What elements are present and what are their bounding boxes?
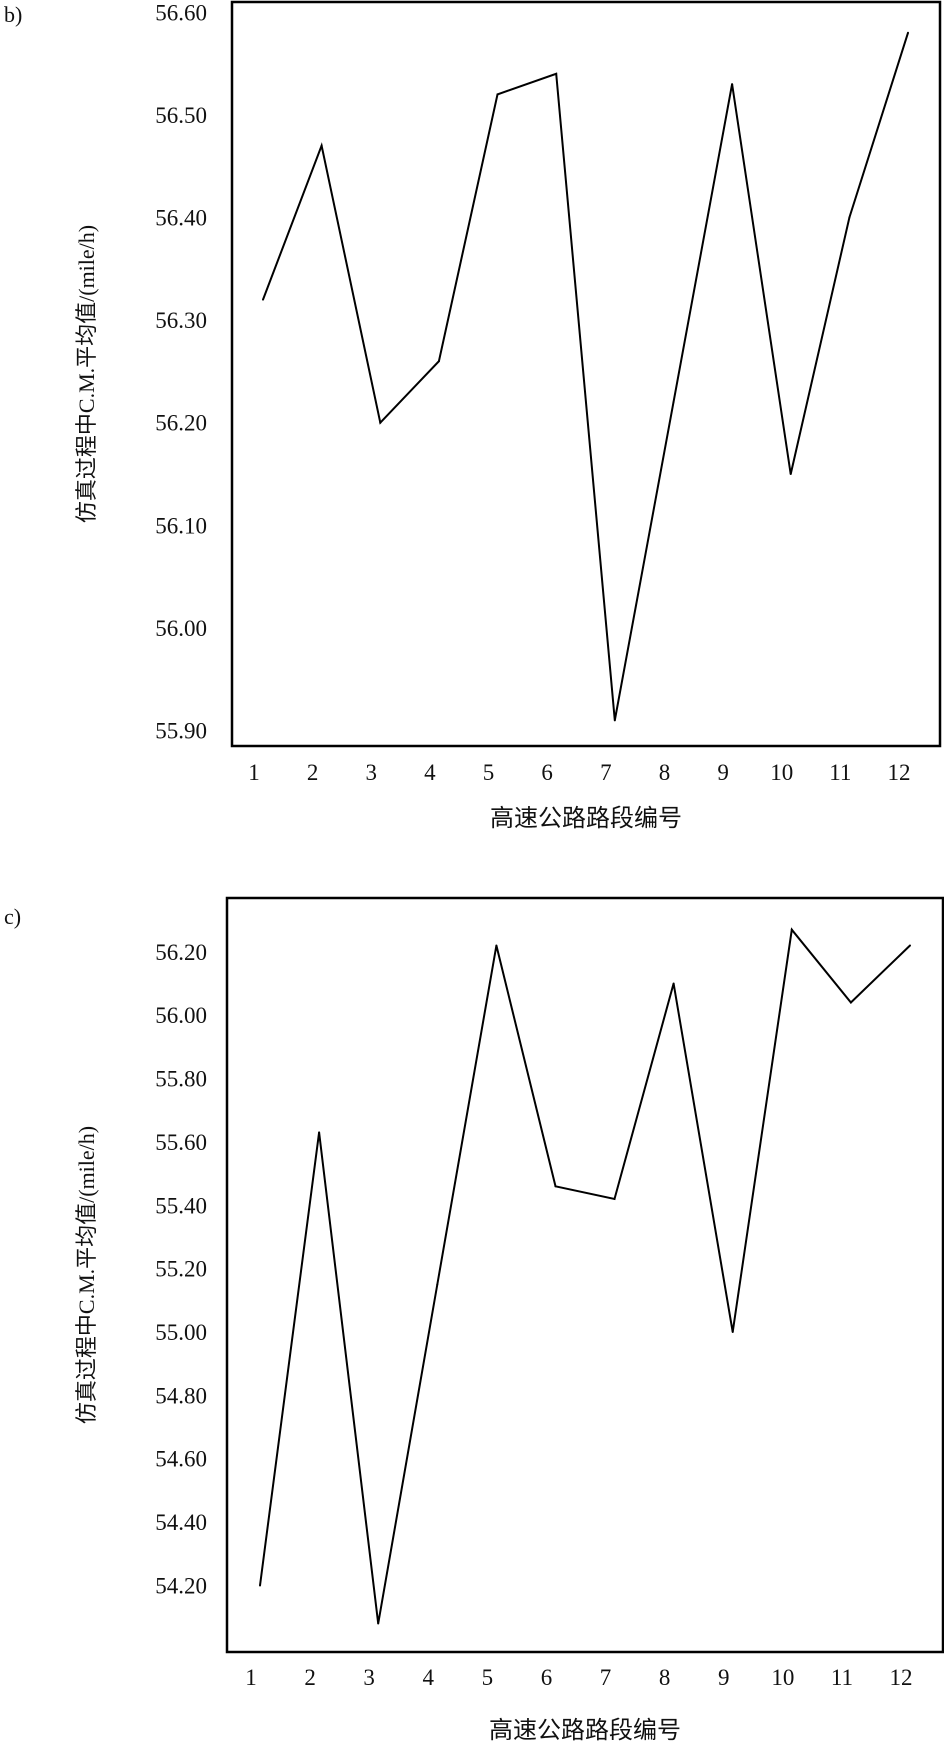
data-point <box>731 83 734 86</box>
y-tick-label: 56.20 <box>155 411 207 436</box>
series-line <box>262 32 909 721</box>
y-tick-label: 56.60 <box>155 0 207 25</box>
data-point <box>379 421 382 424</box>
data-point <box>436 1283 439 1286</box>
plot-frame <box>230 0 942 748</box>
data-point <box>377 1622 380 1625</box>
y-tick-label: 55.60 <box>155 1130 207 1155</box>
y-tick-label: 56.30 <box>155 308 207 333</box>
data-point <box>731 1331 734 1334</box>
y-axis-title: 仿真过程中C.M.平均值/(mile/h) <box>74 225 99 523</box>
x-axis-title: 高速公路路段编号 <box>490 805 682 832</box>
x-tick-label: 5 <box>483 760 495 785</box>
data-point <box>320 144 323 147</box>
panel-label: c) <box>4 904 21 929</box>
x-tick-label: 10 <box>770 760 793 785</box>
y-tick-label: 56.50 <box>155 103 207 128</box>
x-tick-label: 5 <box>482 1665 494 1690</box>
y-tick-label: 56.00 <box>155 1003 207 1028</box>
data-point <box>555 72 558 75</box>
y-tick-label: 55.40 <box>155 1193 207 1218</box>
x-tick-label: 11 <box>829 760 851 785</box>
data-point <box>554 1185 557 1188</box>
series-line <box>259 927 911 1624</box>
data-point <box>613 719 616 722</box>
x-tick-label: 6 <box>541 1665 553 1690</box>
x-tick-label: 9 <box>717 760 729 785</box>
data-point <box>672 401 675 404</box>
y-tick-label: 56.20 <box>155 940 207 965</box>
x-tick-label: 12 <box>888 760 911 785</box>
x-tick-label: 3 <box>363 1665 375 1690</box>
plot-frame <box>225 896 944 1654</box>
y-tick-label: 55.00 <box>155 1320 207 1345</box>
y-tick-label: 54.60 <box>155 1447 207 1472</box>
data-point <box>613 1197 616 1200</box>
data-point <box>849 1001 852 1004</box>
data-point <box>789 473 792 476</box>
y-tick-label: 56.00 <box>155 616 207 641</box>
x-tick-label: 8 <box>659 1665 671 1690</box>
y-tick-label: 56.40 <box>155 206 207 231</box>
y-tick-label: 56.10 <box>155 513 207 538</box>
x-tick-label: 10 <box>771 1665 794 1690</box>
data-point <box>318 1131 321 1134</box>
data-point <box>262 298 264 301</box>
data-point <box>496 93 499 96</box>
data-point <box>907 31 909 34</box>
x-axis-title: 高速公路路段编号 <box>489 1717 681 1744</box>
y-tick-label: 55.90 <box>155 719 207 744</box>
x-tick-label: 8 <box>659 760 671 785</box>
panel-label: b) <box>4 2 22 27</box>
y-tick-label: 54.80 <box>155 1383 207 1408</box>
data-point <box>437 360 440 363</box>
data-point <box>790 928 793 931</box>
y-axis-title: 仿真过程中C.M.平均值/(mile/h) <box>74 1126 99 1424</box>
data-point <box>909 944 911 947</box>
data-point <box>848 216 851 219</box>
data-point <box>672 982 675 985</box>
x-tick-label: 2 <box>304 1665 316 1690</box>
data-point <box>495 944 498 947</box>
x-tick-label: 4 <box>423 1665 435 1690</box>
x-tick-label: 7 <box>600 1665 612 1690</box>
x-tick-label: 6 <box>541 760 553 785</box>
y-tick-label: 55.80 <box>155 1067 207 1092</box>
x-tick-label: 11 <box>831 1665 853 1690</box>
x-tick-label: 12 <box>890 1665 913 1690</box>
data-point <box>259 1584 261 1587</box>
y-tick-label: 54.20 <box>155 1573 207 1598</box>
x-tick-label: 1 <box>245 1665 257 1690</box>
y-tick-label: 55.20 <box>155 1257 207 1282</box>
x-tick-label: 2 <box>307 760 319 785</box>
x-tick-label: 1 <box>248 760 260 785</box>
x-tick-label: 4 <box>424 760 436 785</box>
x-tick-label: 9 <box>718 1665 730 1690</box>
y-tick-label: 54.40 <box>155 1510 207 1535</box>
x-tick-label: 3 <box>366 760 378 785</box>
x-tick-label: 7 <box>600 760 612 785</box>
